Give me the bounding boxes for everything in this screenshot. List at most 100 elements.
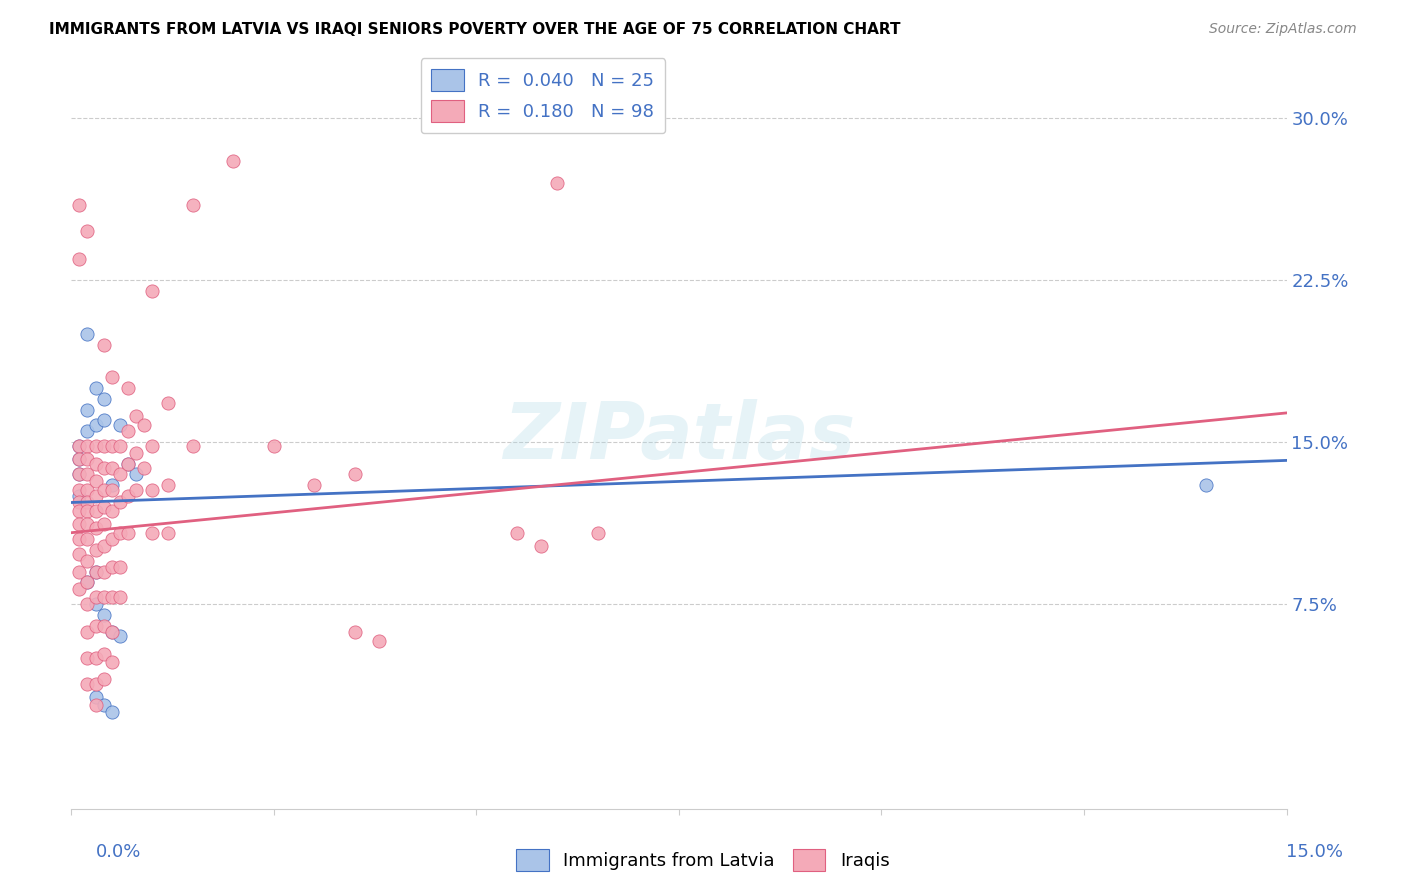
Point — [67, 532, 90, 546]
Point — [76, 495, 98, 509]
Point — [67, 252, 90, 266]
Point — [93, 539, 115, 553]
Point — [117, 489, 139, 503]
Point — [368, 633, 391, 648]
Point — [76, 504, 98, 518]
Point — [76, 575, 98, 590]
Text: Source: ZipAtlas.com: Source: ZipAtlas.com — [1209, 22, 1357, 37]
Point — [100, 483, 122, 497]
Point — [100, 560, 122, 574]
Point — [108, 439, 131, 453]
Point — [108, 467, 131, 482]
Legend: R =  0.040   N = 25, R =  0.180   N = 98: R = 0.040 N = 25, R = 0.180 N = 98 — [420, 59, 665, 133]
Point — [100, 504, 122, 518]
Point — [93, 591, 115, 605]
Point — [84, 439, 107, 453]
Point — [67, 452, 90, 467]
Point — [108, 417, 131, 432]
Point — [93, 483, 115, 497]
Point — [76, 517, 98, 532]
Point — [93, 413, 115, 427]
Point — [84, 597, 107, 611]
Point — [157, 478, 180, 492]
Point — [76, 677, 98, 691]
Point — [84, 690, 107, 704]
Point — [84, 474, 107, 488]
Point — [84, 565, 107, 579]
Point — [84, 543, 107, 558]
Point — [67, 565, 90, 579]
Point — [181, 197, 204, 211]
Point — [134, 461, 156, 475]
Point — [100, 705, 122, 719]
Point — [117, 424, 139, 438]
Point — [76, 424, 98, 438]
Point — [76, 452, 98, 467]
Point — [67, 439, 90, 453]
Point — [141, 483, 163, 497]
Point — [93, 392, 115, 406]
Point — [67, 483, 90, 497]
Point — [76, 625, 98, 640]
Point — [84, 381, 107, 395]
Point — [67, 467, 90, 482]
Point — [84, 489, 107, 503]
Point — [125, 446, 148, 460]
Point — [343, 467, 366, 482]
Point — [84, 591, 107, 605]
Point — [100, 532, 122, 546]
Point — [67, 439, 90, 453]
Point — [108, 560, 131, 574]
Text: IMMIGRANTS FROM LATVIA VS IRAQI SENIORS POVERTY OVER THE AGE OF 75 CORRELATION C: IMMIGRANTS FROM LATVIA VS IRAQI SENIORS … — [49, 22, 901, 37]
Point — [93, 461, 115, 475]
Point — [343, 625, 366, 640]
Point — [76, 483, 98, 497]
Point — [304, 478, 326, 492]
Point — [84, 677, 107, 691]
Point — [117, 457, 139, 471]
Point — [93, 338, 115, 352]
Point — [67, 517, 90, 532]
Point — [67, 547, 90, 561]
Point — [125, 483, 148, 497]
Point — [181, 439, 204, 453]
Point — [141, 284, 163, 298]
Point — [76, 402, 98, 417]
Point — [84, 618, 107, 632]
Point — [67, 197, 90, 211]
Point — [93, 500, 115, 514]
Point — [141, 439, 163, 453]
Point — [100, 625, 122, 640]
Point — [100, 655, 122, 669]
Point — [506, 525, 529, 540]
Point — [84, 521, 107, 535]
Point — [100, 591, 122, 605]
Point — [100, 478, 122, 492]
Point — [263, 439, 285, 453]
Point — [84, 504, 107, 518]
Point — [84, 651, 107, 665]
Point — [93, 517, 115, 532]
Point — [157, 396, 180, 410]
Point — [117, 457, 139, 471]
Point — [134, 417, 156, 432]
Point — [76, 327, 98, 342]
Point — [93, 618, 115, 632]
Point — [93, 439, 115, 453]
Point — [76, 597, 98, 611]
Legend: Immigrants from Latvia, Iraqis: Immigrants from Latvia, Iraqis — [509, 842, 897, 879]
Point — [76, 223, 98, 237]
Point — [84, 565, 107, 579]
Point — [67, 582, 90, 596]
Point — [76, 439, 98, 453]
Point — [84, 417, 107, 432]
Point — [117, 525, 139, 540]
Point — [76, 554, 98, 568]
Text: ZIPatlas: ZIPatlas — [503, 399, 855, 475]
Point — [157, 525, 180, 540]
Point — [108, 495, 131, 509]
Point — [93, 565, 115, 579]
Point — [222, 154, 245, 169]
Point — [108, 591, 131, 605]
Point — [125, 409, 148, 424]
